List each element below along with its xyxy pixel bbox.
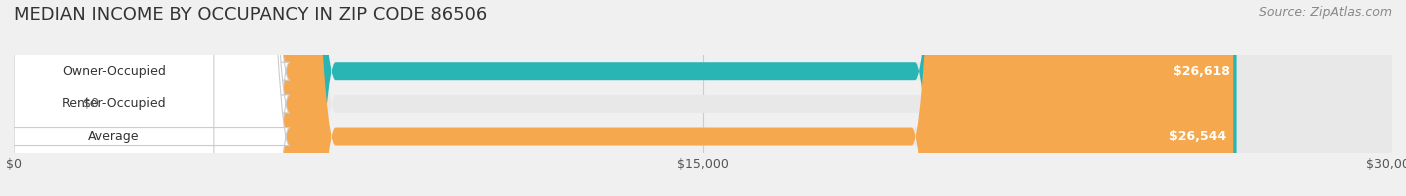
Text: MEDIAN INCOME BY OCCUPANCY IN ZIP CODE 86506: MEDIAN INCOME BY OCCUPANCY IN ZIP CODE 8… — [14, 6, 488, 24]
Text: $26,618: $26,618 — [1173, 65, 1230, 78]
FancyBboxPatch shape — [14, 0, 1392, 196]
FancyBboxPatch shape — [0, 0, 290, 196]
FancyBboxPatch shape — [0, 0, 152, 196]
FancyBboxPatch shape — [14, 0, 1392, 196]
FancyBboxPatch shape — [0, 0, 290, 196]
Text: Renter-Occupied: Renter-Occupied — [62, 97, 166, 110]
Text: $26,544: $26,544 — [1170, 130, 1226, 143]
Text: $0: $0 — [83, 97, 98, 110]
FancyBboxPatch shape — [0, 0, 290, 196]
Text: Average: Average — [89, 130, 139, 143]
FancyBboxPatch shape — [14, 0, 1392, 196]
Text: Source: ZipAtlas.com: Source: ZipAtlas.com — [1258, 6, 1392, 19]
FancyBboxPatch shape — [14, 0, 1233, 196]
FancyBboxPatch shape — [14, 0, 1237, 196]
Text: Owner-Occupied: Owner-Occupied — [62, 65, 166, 78]
